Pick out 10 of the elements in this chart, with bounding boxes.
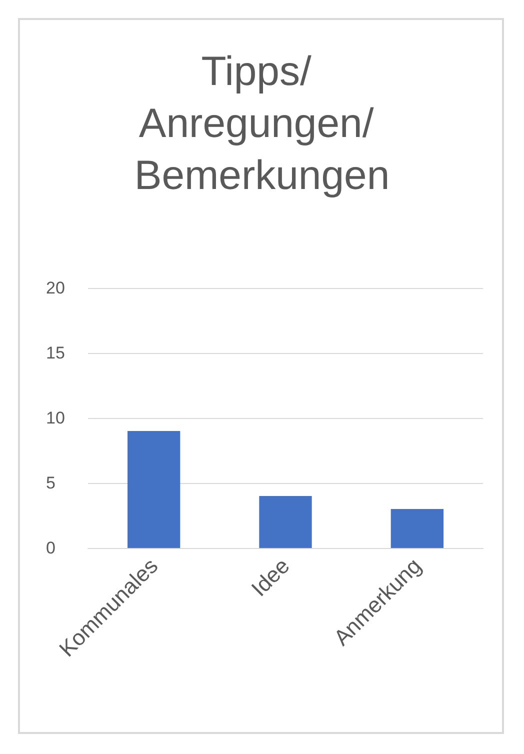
x-tick-label: Idee xyxy=(246,553,294,602)
y-tick-label: 10 xyxy=(46,408,65,428)
y-tick-label: 15 xyxy=(46,344,65,362)
y-tick-label: 0 xyxy=(46,538,56,558)
bar xyxy=(390,509,444,548)
chart-title: Tipps/ Anregungen/ Bemerkungen xyxy=(134,48,390,198)
y-tick-label: 5 xyxy=(46,474,56,492)
bar xyxy=(259,496,312,548)
y-tick-label: 20 xyxy=(46,278,65,298)
bar xyxy=(128,431,180,548)
